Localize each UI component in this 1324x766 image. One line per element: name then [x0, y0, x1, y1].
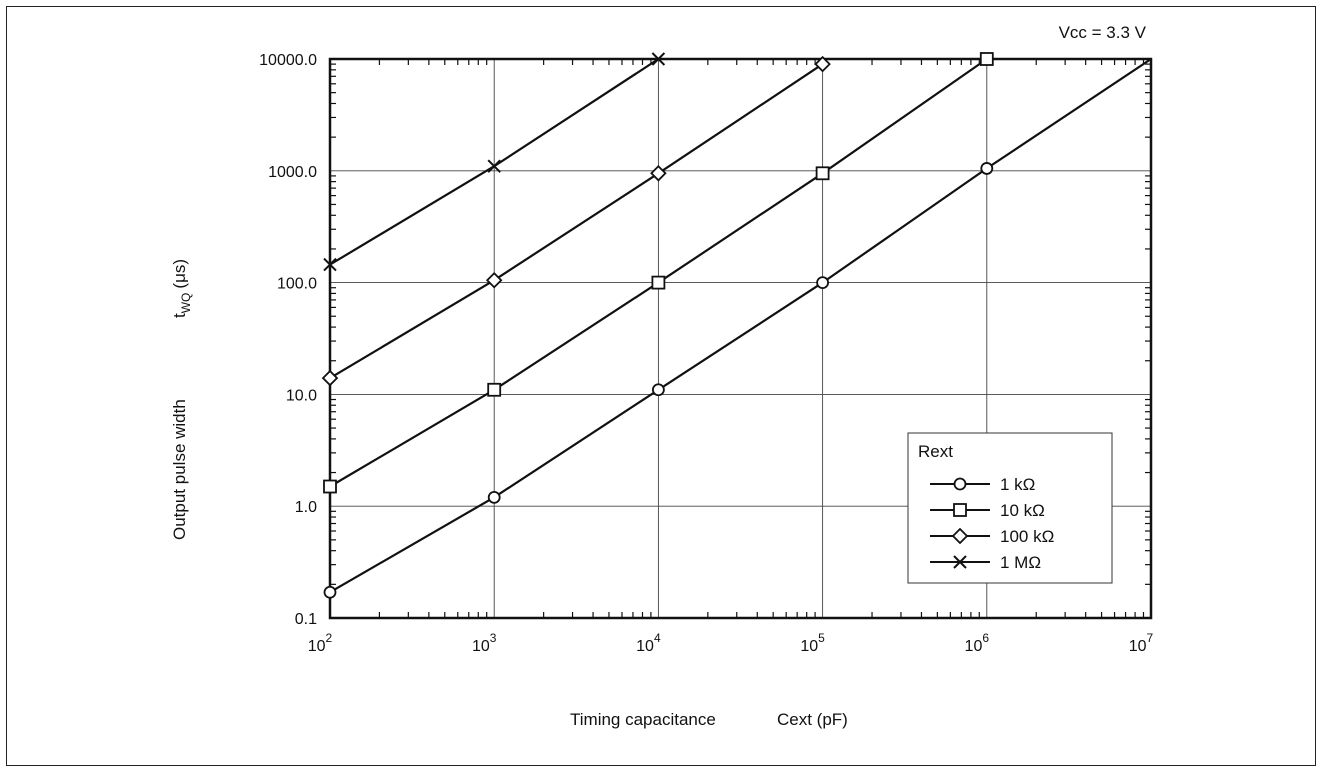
y-axis-label-t: t	[170, 313, 189, 318]
legend-label: 1 MΩ	[1000, 553, 1041, 572]
data-point-diamond	[814, 55, 831, 73]
legend-title: Rext	[918, 442, 953, 461]
legend-entry: 1 MΩ	[930, 553, 1041, 572]
y-tick-label: 10.0	[286, 387, 317, 404]
series-line-circle	[329, 58, 1152, 594]
legend-entry: 10 kΩ	[930, 501, 1045, 520]
data-point-diamond	[321, 369, 339, 387]
data-point-cross	[487, 159, 501, 173]
series-circle	[323, 58, 1152, 599]
y-axis-label-main: Output pulse width	[170, 399, 189, 540]
x-tick-label: 106	[965, 631, 990, 655]
legend-entry: 1 kΩ	[930, 475, 1035, 494]
legend-marker-square	[953, 503, 967, 517]
data-point-square	[323, 479, 337, 494]
data-point-diamond	[485, 271, 503, 289]
data-point-square	[815, 166, 830, 181]
y-tick-label: 1.0	[295, 499, 317, 516]
data-point-circle	[980, 162, 994, 175]
annotation-vcc: Vcc = 3.3 V	[1059, 23, 1147, 42]
series-layer	[321, 52, 1152, 599]
data-point-circle	[487, 490, 501, 504]
data-point-circle	[816, 276, 829, 290]
legend-box	[907, 432, 1113, 584]
chart: 102 103 104 105 106 107 0.1 1.0 10.0 100.0 1000.0…	[170, 23, 1154, 729]
y-tick-label: 0.1	[295, 611, 317, 628]
data-point-cross	[323, 257, 337, 272]
plot-area	[328, 57, 1153, 620]
legend-marker-diamond	[951, 527, 969, 545]
x-axis-label-main: Timing capacitance	[570, 710, 716, 729]
legend-marker-cross	[953, 555, 967, 569]
y-tick-label: 1000.0	[268, 164, 317, 181]
legend-marker-circle	[953, 477, 967, 491]
series-cross	[323, 52, 666, 272]
x-tick-label: 103	[472, 631, 497, 655]
y-axis-label-symbol: tWQ (μs)	[170, 259, 193, 318]
y-tick-label: 100.0	[277, 276, 317, 293]
series-diamond	[321, 55, 831, 387]
x-axis-label-unit: Cext (pF)	[777, 710, 848, 729]
data-point-circle	[652, 383, 665, 397]
y-tick-label: 10000.0	[259, 52, 317, 69]
data-point-diamond	[650, 165, 667, 182]
legend-entry: 100 kΩ	[930, 527, 1054, 546]
y-axis-label-sub: WQ	[179, 293, 193, 314]
legend-label: 10 kΩ	[1000, 501, 1045, 520]
legend-entries: 1 kΩ 10 kΩ 100 kΩ 1 MΩ	[930, 475, 1054, 572]
series-square	[323, 52, 994, 494]
x-tick-label: 102	[308, 631, 333, 655]
series-line-diamond	[329, 63, 824, 380]
data-point-cross	[651, 52, 666, 66]
data-point-square	[487, 382, 502, 397]
x-tick-label: 104	[636, 631, 661, 655]
x-tick-label: 105	[800, 631, 825, 655]
data-point-square	[651, 275, 666, 290]
legend-label: 100 kΩ	[1000, 527, 1054, 546]
data-point-square	[979, 52, 994, 66]
x-tick-label: 107	[1129, 631, 1154, 655]
legend-label: 1 kΩ	[1000, 475, 1035, 494]
y-tick-labels: 0.1 1.0 10.0 100.0 1000.0 10000.0	[259, 52, 317, 628]
data-point-circle	[323, 585, 337, 599]
legend: Rext 1 kΩ 10 kΩ 100 kΩ 1 MΩ	[907, 432, 1113, 584]
x-tick-labels: 102 103 104 105 106 107	[308, 631, 1154, 655]
y-axis-label-unit: (μs)	[170, 259, 189, 289]
